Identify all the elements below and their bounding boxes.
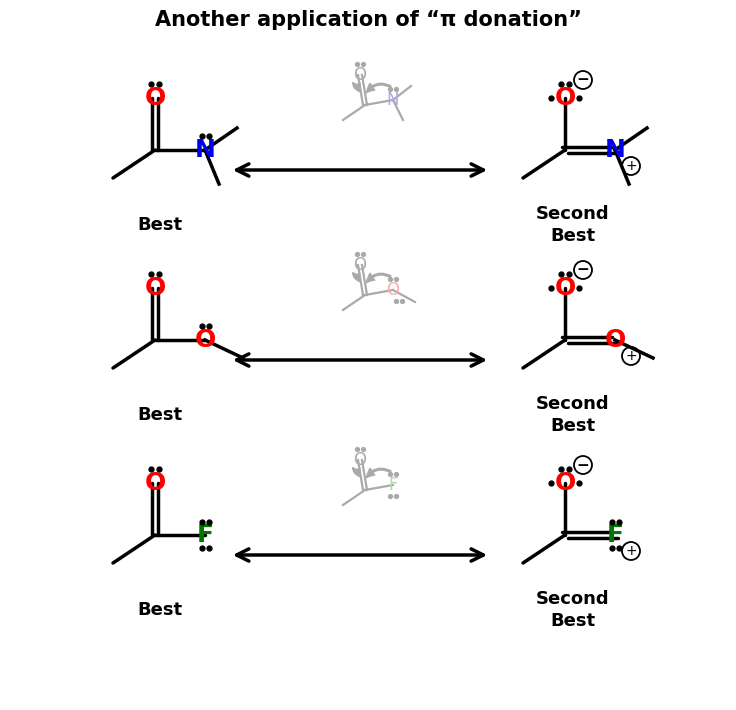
Text: O: O (554, 276, 576, 300)
FancyArrowPatch shape (367, 273, 391, 283)
Text: −: − (576, 263, 590, 278)
Text: O: O (194, 328, 216, 352)
FancyArrowPatch shape (367, 468, 391, 478)
Text: O: O (144, 276, 166, 300)
Text: O: O (144, 86, 166, 110)
Text: O: O (144, 471, 166, 495)
Text: −: − (576, 457, 590, 472)
Text: F: F (389, 476, 397, 494)
Text: −: − (576, 72, 590, 87)
Text: O: O (386, 281, 400, 299)
Text: +: + (625, 349, 637, 363)
Text: Second
Best: Second Best (537, 205, 610, 245)
FancyArrowPatch shape (367, 83, 391, 93)
Text: Second
Best: Second Best (537, 590, 610, 630)
Text: O: O (353, 451, 367, 469)
Text: +: + (625, 159, 637, 173)
Text: F: F (606, 523, 623, 547)
Text: Best: Best (138, 406, 183, 424)
Text: N: N (386, 91, 399, 109)
Text: Second
Best: Second Best (537, 395, 610, 435)
FancyArrowPatch shape (353, 273, 360, 282)
Text: Best: Best (138, 601, 183, 619)
Text: O: O (554, 86, 576, 110)
Text: Another application of “π donation”: Another application of “π donation” (155, 10, 581, 30)
Text: O: O (353, 256, 367, 274)
Text: O: O (353, 66, 367, 84)
Text: Best: Best (138, 216, 183, 234)
FancyArrowPatch shape (353, 468, 360, 476)
Text: N: N (194, 138, 216, 162)
Text: O: O (604, 328, 626, 352)
Text: O: O (554, 471, 576, 495)
Text: F: F (197, 523, 213, 547)
Text: +: + (625, 544, 637, 558)
Text: N: N (604, 138, 626, 162)
FancyArrowPatch shape (353, 82, 360, 92)
